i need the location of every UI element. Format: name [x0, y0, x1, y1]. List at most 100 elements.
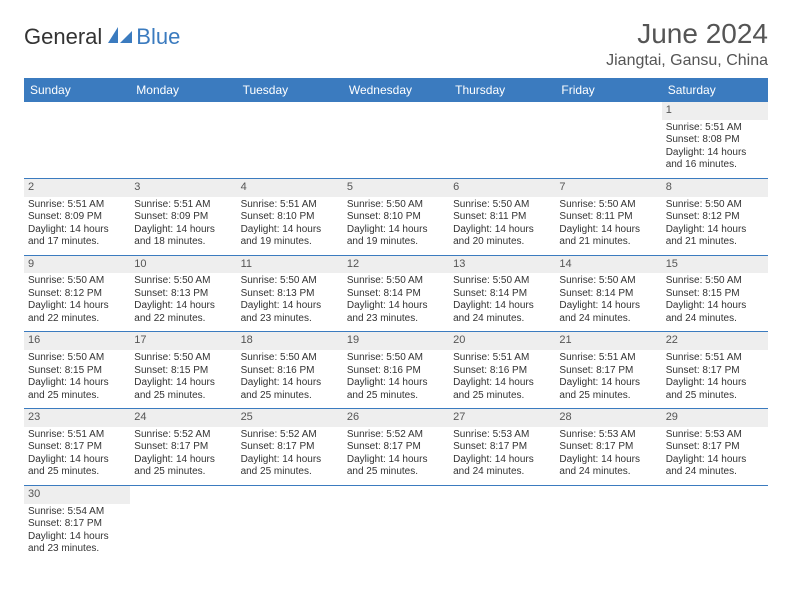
- daylight-text: Daylight: 14 hours: [241, 377, 339, 390]
- weekday-header: Saturday: [662, 78, 768, 102]
- calendar-day-cell: 8Sunrise: 5:50 AMSunset: 8:12 PMDaylight…: [662, 178, 768, 255]
- daylight-text: Daylight: 14 hours: [134, 224, 232, 237]
- calendar-week-row: 23Sunrise: 5:51 AMSunset: 8:17 PMDayligh…: [24, 409, 768, 486]
- calendar-week-row: 30Sunrise: 5:54 AMSunset: 8:17 PMDayligh…: [24, 485, 768, 561]
- day-number: 3: [130, 179, 236, 197]
- calendar-empty-cell: [130, 485, 236, 561]
- sunset-text: Sunset: 8:17 PM: [559, 365, 657, 378]
- sunset-text: Sunset: 8:17 PM: [666, 365, 764, 378]
- daylight-text: and 25 minutes.: [347, 466, 445, 479]
- daylight-text: Daylight: 14 hours: [241, 300, 339, 313]
- sunset-text: Sunset: 8:12 PM: [28, 288, 126, 301]
- sunset-text: Sunset: 8:08 PM: [666, 134, 764, 147]
- calendar-day-cell: 24Sunrise: 5:52 AMSunset: 8:17 PMDayligh…: [130, 409, 236, 486]
- calendar-empty-cell: [24, 102, 130, 178]
- sunset-text: Sunset: 8:17 PM: [559, 441, 657, 454]
- calendar-day-cell: 14Sunrise: 5:50 AMSunset: 8:14 PMDayligh…: [555, 255, 661, 332]
- day-number: 18: [237, 332, 343, 350]
- sunrise-text: Sunrise: 5:51 AM: [134, 199, 232, 212]
- calendar-empty-cell: [555, 485, 661, 561]
- weekday-header: Tuesday: [237, 78, 343, 102]
- calendar-day-cell: 27Sunrise: 5:53 AMSunset: 8:17 PMDayligh…: [449, 409, 555, 486]
- weekday-row: SundayMondayTuesdayWednesdayThursdayFrid…: [24, 78, 768, 102]
- sail-icon: [108, 25, 134, 50]
- sunrise-text: Sunrise: 5:50 AM: [134, 275, 232, 288]
- location-text: Jiangtai, Gansu, China: [606, 52, 768, 70]
- sunrise-text: Sunrise: 5:50 AM: [241, 352, 339, 365]
- weekday-header: Wednesday: [343, 78, 449, 102]
- calendar-day-cell: 11Sunrise: 5:50 AMSunset: 8:13 PMDayligh…: [237, 255, 343, 332]
- sunrise-text: Sunrise: 5:54 AM: [28, 506, 126, 519]
- day-number: 16: [24, 332, 130, 350]
- daylight-text: and 21 minutes.: [559, 236, 657, 249]
- calendar-day-cell: 15Sunrise: 5:50 AMSunset: 8:15 PMDayligh…: [662, 255, 768, 332]
- daylight-text: and 25 minutes.: [28, 466, 126, 479]
- calendar-page: General Blue June 2024 Jiangtai, Gansu, …: [0, 0, 792, 580]
- calendar-day-cell: 16Sunrise: 5:50 AMSunset: 8:15 PMDayligh…: [24, 332, 130, 409]
- day-number: 2: [24, 179, 130, 197]
- sunrise-text: Sunrise: 5:50 AM: [347, 275, 445, 288]
- day-number: 8: [662, 179, 768, 197]
- daylight-text: Daylight: 14 hours: [666, 454, 764, 467]
- daylight-text: Daylight: 14 hours: [134, 377, 232, 390]
- sunset-text: Sunset: 8:09 PM: [134, 211, 232, 224]
- day-number: 1: [662, 102, 768, 120]
- sunset-text: Sunset: 8:14 PM: [347, 288, 445, 301]
- day-number: 29: [662, 409, 768, 427]
- daylight-text: Daylight: 14 hours: [559, 224, 657, 237]
- calendar-week-row: 2Sunrise: 5:51 AMSunset: 8:09 PMDaylight…: [24, 178, 768, 255]
- daylight-text: and 25 minutes.: [241, 466, 339, 479]
- daylight-text: and 16 minutes.: [666, 159, 764, 172]
- sunset-text: Sunset: 8:11 PM: [453, 211, 551, 224]
- daylight-text: Daylight: 14 hours: [559, 300, 657, 313]
- daylight-text: Daylight: 14 hours: [241, 224, 339, 237]
- daylight-text: Daylight: 14 hours: [347, 454, 445, 467]
- day-number: 14: [555, 256, 661, 274]
- sunrise-text: Sunrise: 5:50 AM: [666, 275, 764, 288]
- sunrise-text: Sunrise: 5:50 AM: [559, 275, 657, 288]
- sunset-text: Sunset: 8:16 PM: [241, 365, 339, 378]
- daylight-text: and 19 minutes.: [241, 236, 339, 249]
- sunset-text: Sunset: 8:17 PM: [28, 441, 126, 454]
- calendar-day-cell: 29Sunrise: 5:53 AMSunset: 8:17 PMDayligh…: [662, 409, 768, 486]
- weekday-header: Thursday: [449, 78, 555, 102]
- daylight-text: and 25 minutes.: [666, 390, 764, 403]
- sunrise-text: Sunrise: 5:50 AM: [241, 275, 339, 288]
- daylight-text: Daylight: 14 hours: [28, 224, 126, 237]
- brand-text-1: General: [24, 24, 102, 50]
- daylight-text: Daylight: 14 hours: [134, 454, 232, 467]
- daylight-text: and 20 minutes.: [453, 236, 551, 249]
- daylight-text: and 24 minutes.: [559, 466, 657, 479]
- sunset-text: Sunset: 8:15 PM: [666, 288, 764, 301]
- day-number: 28: [555, 409, 661, 427]
- daylight-text: and 25 minutes.: [559, 390, 657, 403]
- day-number: 23: [24, 409, 130, 427]
- calendar-day-cell: 1Sunrise: 5:51 AMSunset: 8:08 PMDaylight…: [662, 102, 768, 178]
- day-number: 26: [343, 409, 449, 427]
- daylight-text: and 25 minutes.: [453, 390, 551, 403]
- daylight-text: Daylight: 14 hours: [559, 454, 657, 467]
- calendar-day-cell: 6Sunrise: 5:50 AMSunset: 8:11 PMDaylight…: [449, 178, 555, 255]
- daylight-text: and 23 minutes.: [347, 313, 445, 326]
- sunrise-text: Sunrise: 5:50 AM: [134, 352, 232, 365]
- calendar-day-cell: 4Sunrise: 5:51 AMSunset: 8:10 PMDaylight…: [237, 178, 343, 255]
- day-number: 6: [449, 179, 555, 197]
- calendar-day-cell: 22Sunrise: 5:51 AMSunset: 8:17 PMDayligh…: [662, 332, 768, 409]
- sunset-text: Sunset: 8:17 PM: [134, 441, 232, 454]
- calendar-empty-cell: [449, 102, 555, 178]
- daylight-text: and 23 minutes.: [28, 543, 126, 556]
- sunset-text: Sunset: 8:16 PM: [347, 365, 445, 378]
- day-number: 25: [237, 409, 343, 427]
- calendar-empty-cell: [343, 485, 449, 561]
- daylight-text: and 21 minutes.: [666, 236, 764, 249]
- daylight-text: and 25 minutes.: [28, 390, 126, 403]
- day-number: 19: [343, 332, 449, 350]
- sunset-text: Sunset: 8:10 PM: [241, 211, 339, 224]
- sunrise-text: Sunrise: 5:53 AM: [453, 429, 551, 442]
- daylight-text: and 24 minutes.: [666, 313, 764, 326]
- sunrise-text: Sunrise: 5:51 AM: [28, 429, 126, 442]
- sunrise-text: Sunrise: 5:52 AM: [347, 429, 445, 442]
- calendar-day-cell: 25Sunrise: 5:52 AMSunset: 8:17 PMDayligh…: [237, 409, 343, 486]
- calendar-week-row: 1Sunrise: 5:51 AMSunset: 8:08 PMDaylight…: [24, 102, 768, 178]
- daylight-text: Daylight: 14 hours: [666, 224, 764, 237]
